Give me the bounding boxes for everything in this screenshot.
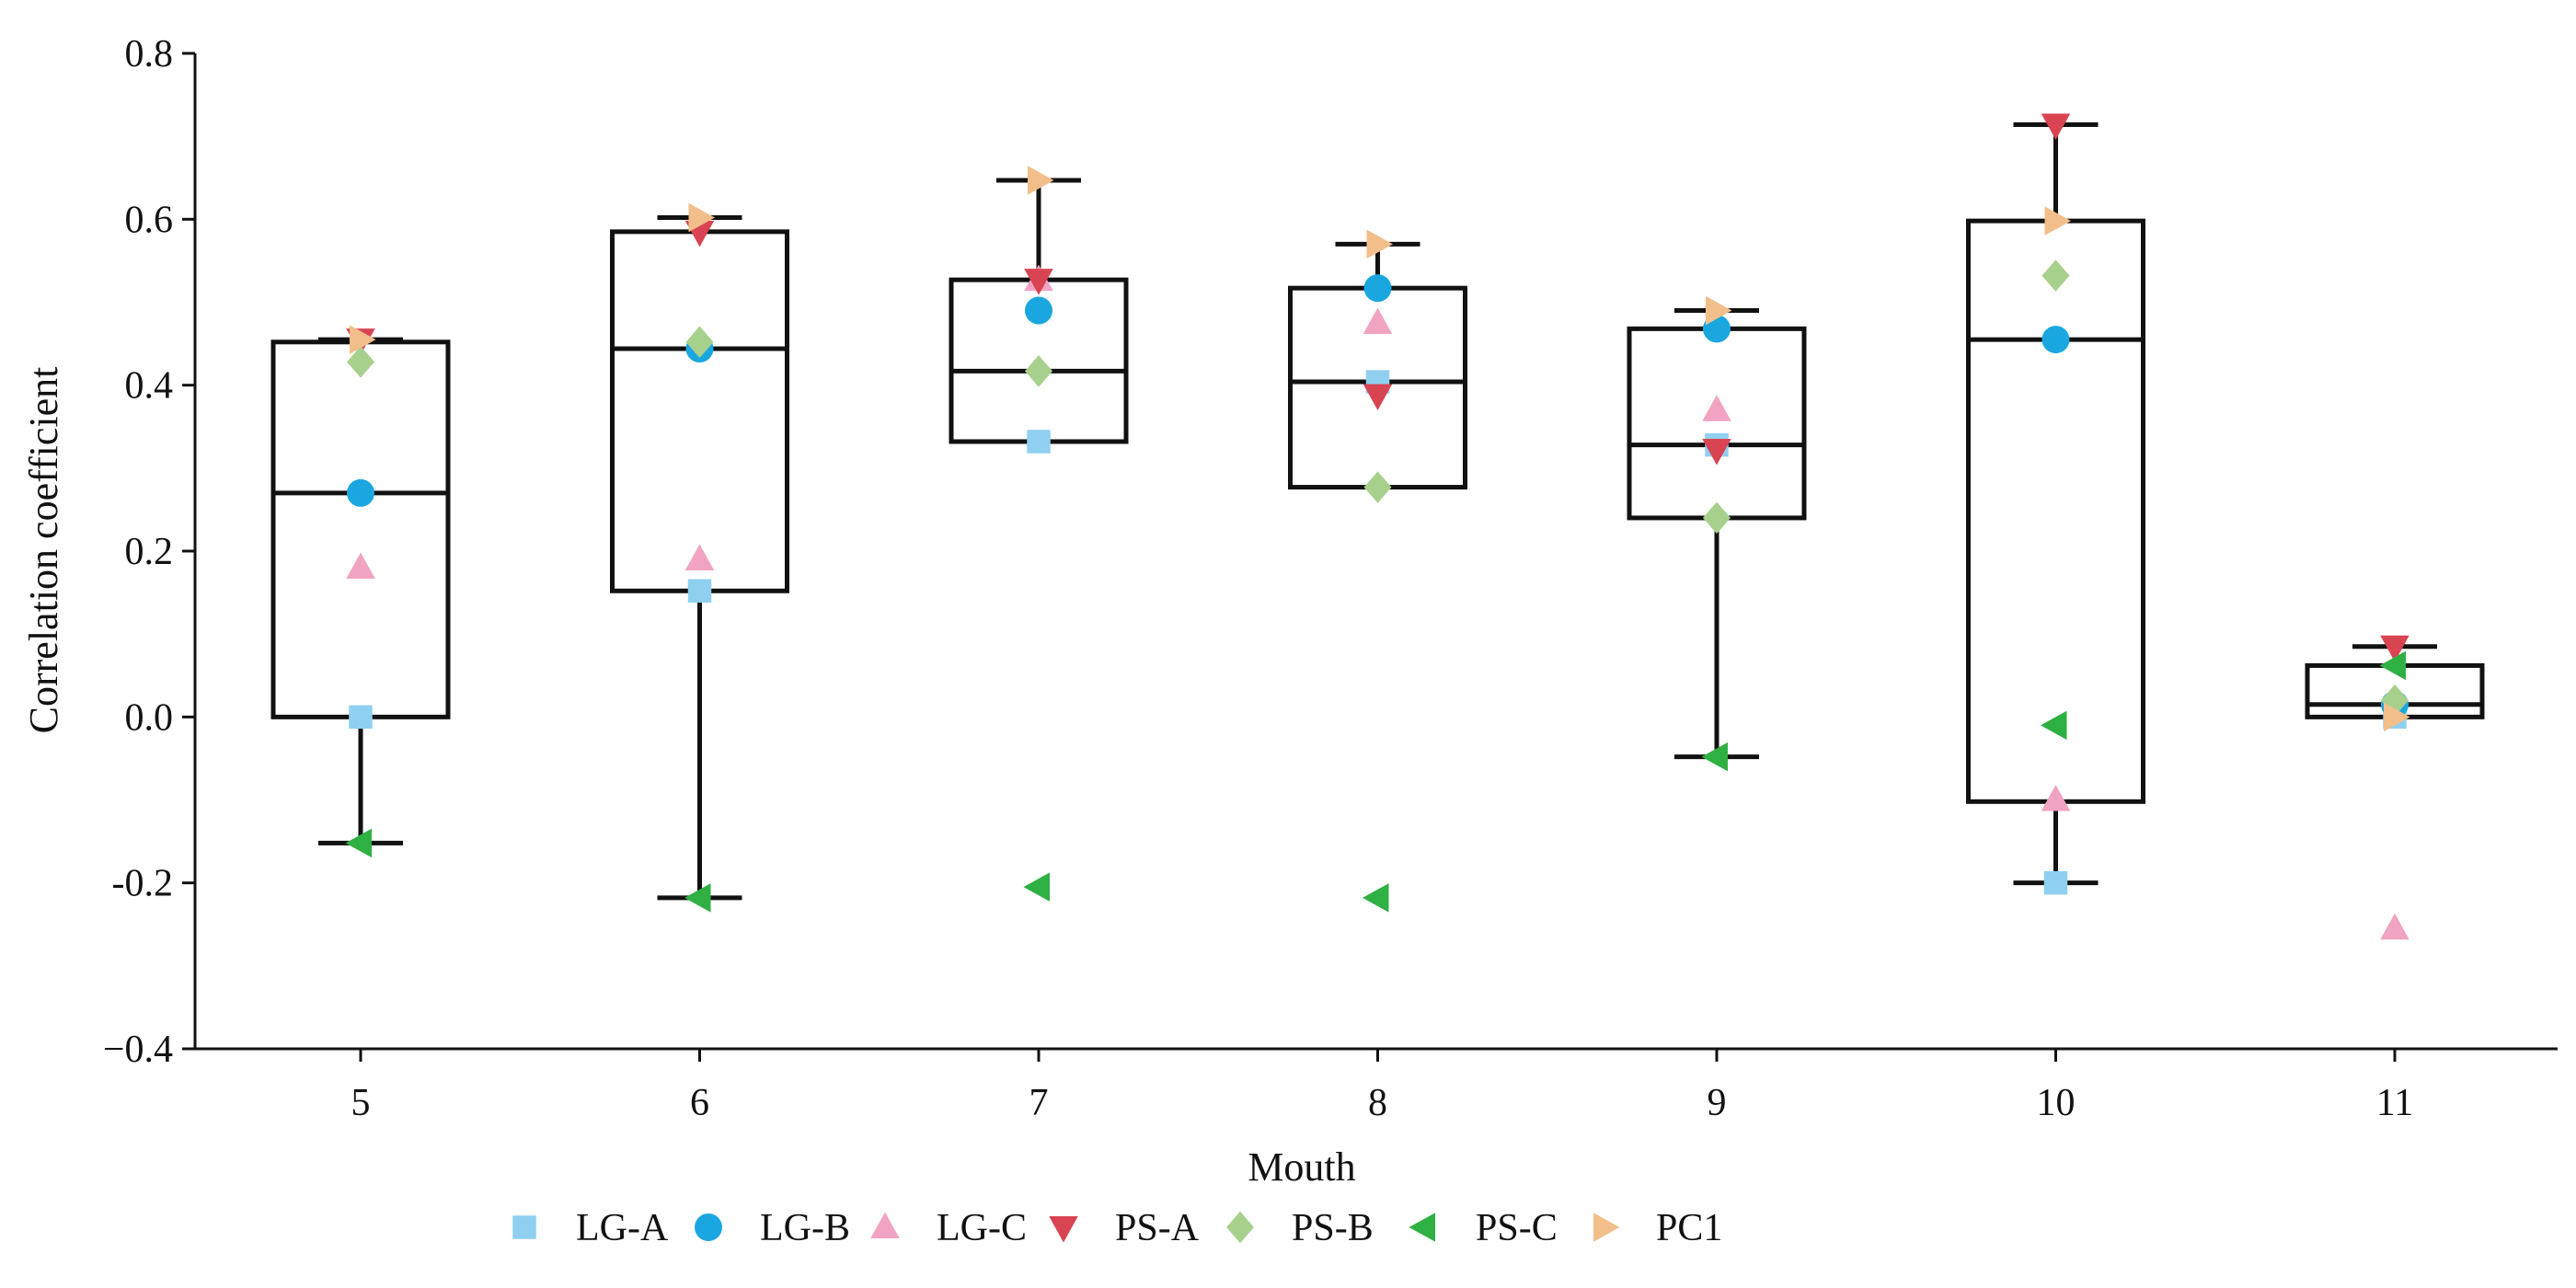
series-lg-a	[349, 370, 2407, 895]
y-ticks: −0.4 -0.2 0.0 0.2 0.4 0.6 0.8	[103, 33, 195, 1071]
y-axis-label: Correlation coefficient	[21, 367, 66, 734]
legend-item-ps-c: PS-C	[1409, 1207, 1558, 1249]
x-tick-label: 5	[351, 1082, 371, 1124]
data-point	[2044, 206, 2071, 236]
data-point	[1701, 742, 1728, 772]
y-tick-label: −0.4	[103, 1029, 173, 1071]
y-tick-label: 0.6	[125, 199, 174, 241]
data-point	[1363, 883, 1389, 913]
x-tick-label: 10	[2037, 1082, 2076, 1124]
data-point	[2041, 326, 2070, 354]
series-lg-c	[346, 264, 2409, 940]
y-tick-label: 0.8	[125, 33, 174, 75]
legend-item-lg-c: LG-C	[870, 1207, 1027, 1249]
legend-item-ps-a: PS-A	[1049, 1207, 1200, 1249]
y-tick-label: 0.0	[125, 696, 174, 739]
x-ticks: 5 6 7 8 9 10 11	[351, 1049, 2413, 1124]
data-point	[1028, 166, 1054, 195]
data-point	[1706, 295, 1732, 326]
legend-item-ps-b: PS-B	[1226, 1207, 1374, 1249]
x-axis-label: Mouth	[1248, 1144, 1355, 1190]
y-tick-label: 0.2	[125, 531, 174, 573]
data-point	[347, 478, 374, 507]
legend-label: PS-A	[1115, 1207, 1200, 1249]
x-tick-label: 9	[1708, 1082, 1727, 1124]
box-iqr	[610, 229, 789, 593]
data-point	[1702, 395, 1731, 421]
legend-label: LG-C	[937, 1207, 1027, 1249]
data-point	[1025, 296, 1052, 325]
data-point	[684, 544, 715, 571]
data-point	[2041, 113, 2071, 141]
data-point	[1702, 438, 1731, 466]
box-iqr	[1627, 326, 1807, 521]
data-point	[2043, 870, 2068, 895]
data-point	[2041, 710, 2067, 741]
legend-marker	[870, 1212, 900, 1238]
data-point	[1366, 229, 1393, 259]
x-tick-label: 7	[1029, 1082, 1049, 1124]
x-tick-label: 11	[2376, 1082, 2413, 1124]
legend: LG-A LG-B LG-C PS-A PS-B PS-C PC1	[512, 1207, 1722, 1249]
legend-label: PS-C	[1476, 1207, 1558, 1249]
data-point	[2384, 702, 2410, 732]
data-point	[2041, 259, 2070, 292]
legend-label: PS-B	[1292, 1207, 1374, 1249]
data-point	[2379, 650, 2406, 681]
legend-item-pc1: PC1	[1593, 1207, 1722, 1249]
data-point	[688, 202, 715, 233]
data-points	[345, 113, 2410, 940]
data-point	[685, 326, 714, 359]
data-point	[2380, 635, 2409, 662]
data-point	[1025, 355, 1052, 387]
series-pc1	[350, 166, 2410, 732]
legend-marker	[695, 1213, 722, 1241]
data-point	[1703, 501, 1731, 535]
legend-marker	[512, 1215, 536, 1239]
data-point	[1363, 307, 1393, 335]
legend-item-lg-b: LG-B	[695, 1207, 850, 1249]
data-point	[346, 552, 375, 580]
data-point	[687, 579, 712, 604]
data-point	[2380, 913, 2409, 940]
series-ps-c	[345, 650, 2406, 913]
data-point	[345, 828, 372, 858]
x-tick-label: 6	[690, 1082, 709, 1124]
data-point	[684, 883, 711, 913]
box-10	[1966, 122, 2145, 886]
legend-label: LG-B	[760, 1207, 850, 1249]
data-point	[1363, 471, 1392, 503]
legend-marker	[1409, 1213, 1435, 1242]
data-point	[1363, 274, 1392, 303]
data-point	[350, 325, 376, 354]
data-point	[349, 705, 373, 730]
legend-marker	[1593, 1213, 1620, 1242]
legend-marker	[1226, 1211, 1254, 1244]
legend-label: LG-A	[576, 1207, 669, 1249]
legend-item-lg-a: LG-A	[512, 1207, 669, 1249]
legend-label: PC1	[1656, 1207, 1722, 1249]
data-point	[1027, 430, 1051, 454]
data-point	[1023, 872, 1050, 902]
data-point	[1024, 269, 1053, 295]
series-ps-a	[346, 113, 2409, 662]
y-tick-label: -0.2	[112, 863, 174, 905]
box-iqr	[1966, 218, 2145, 804]
data-point	[1363, 384, 1393, 410]
legend-marker	[1049, 1216, 1078, 1243]
series-ps-b	[347, 259, 2409, 717]
data-point	[2041, 785, 2071, 811]
x-tick-label: 8	[1368, 1082, 1387, 1124]
box-iqr	[270, 339, 451, 719]
data-point	[347, 346, 374, 378]
box-5	[270, 337, 451, 845]
y-tick-label: 0.4	[125, 365, 174, 408]
